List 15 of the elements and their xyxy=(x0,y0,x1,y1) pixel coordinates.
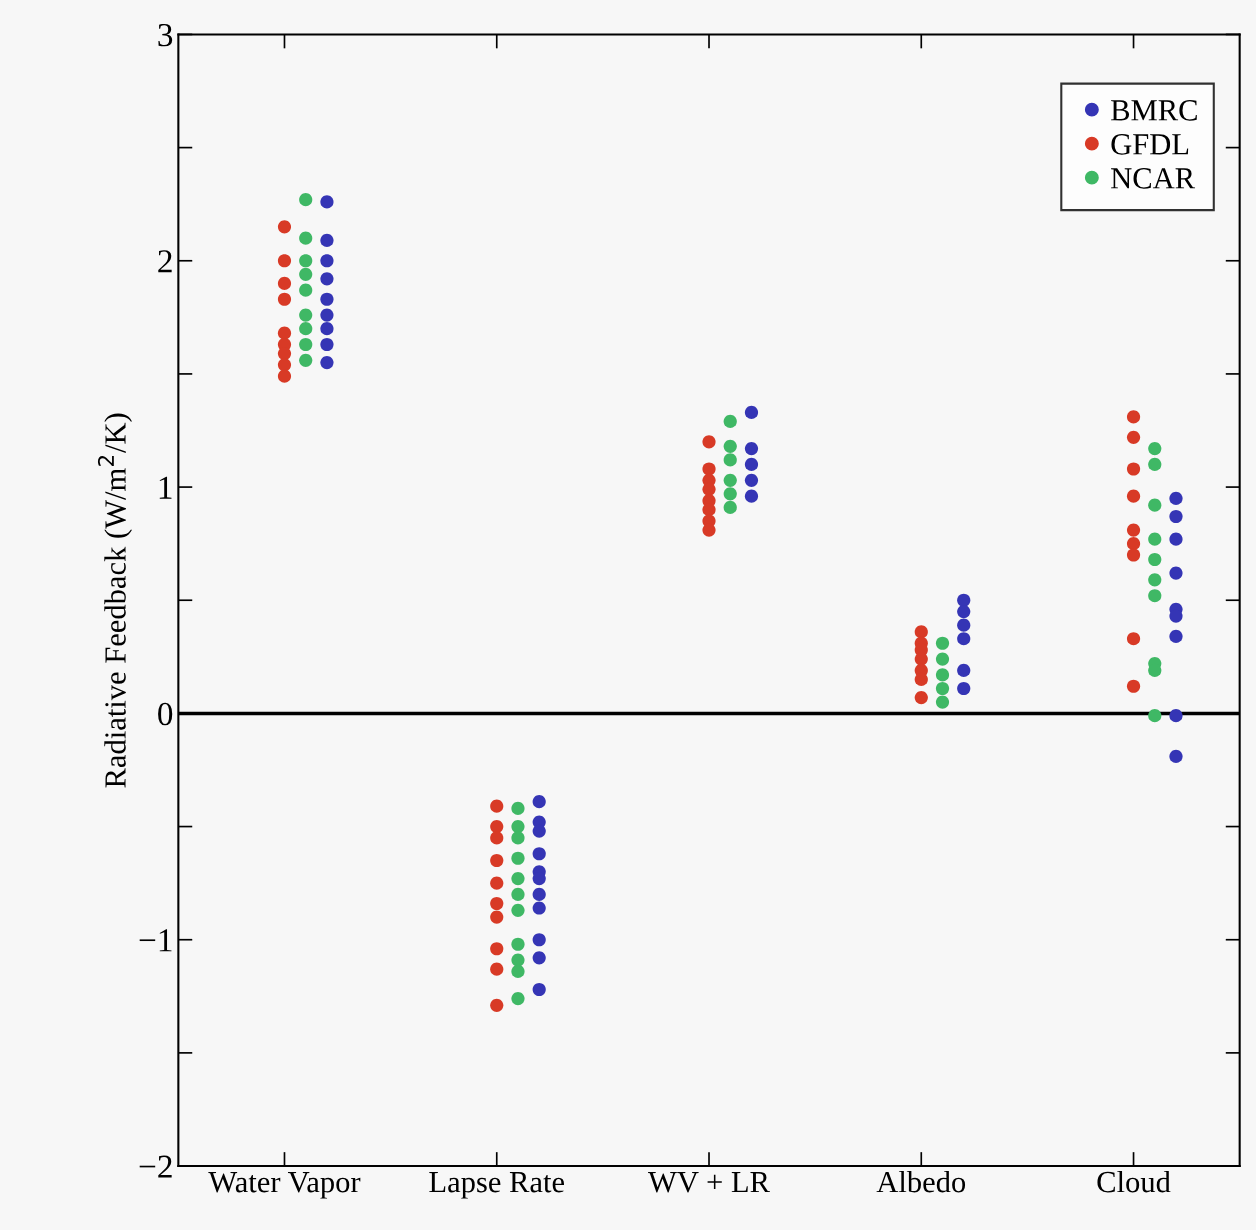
x-tick-label: Lapse Rate xyxy=(429,1172,564,1199)
y-tick-label: 2 xyxy=(158,250,172,273)
legend-label: NCAR xyxy=(1111,168,1196,189)
y-tick-label: −2 xyxy=(139,1155,172,1178)
y-axis-title: Radiative Feedback (W/m$^{2}$/K) xyxy=(97,413,133,788)
x-tick-label: Cloud xyxy=(1097,1170,1171,1193)
y-tick-label: −1 xyxy=(139,929,172,952)
x-tick-label: WV + LR xyxy=(648,1172,770,1193)
y-tick-label: 3 xyxy=(158,23,173,47)
legend-label: GFDL xyxy=(1111,134,1189,155)
x-tick-label: Albedo xyxy=(876,1170,966,1193)
y-tick-label: 1 xyxy=(159,476,172,499)
x-tick-label: Water Vapor xyxy=(208,1172,361,1199)
y-tick-label: 0 xyxy=(158,702,173,726)
legend-label: BMRC xyxy=(1111,100,1197,121)
